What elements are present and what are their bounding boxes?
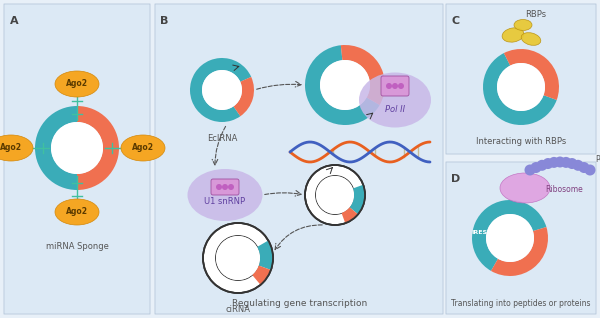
FancyBboxPatch shape <box>446 162 596 314</box>
Text: C: C <box>451 16 459 26</box>
Text: Peptide: Peptide <box>595 156 600 164</box>
Circle shape <box>398 83 404 89</box>
Circle shape <box>566 158 577 169</box>
Circle shape <box>316 176 354 214</box>
Text: miRNA Sponge: miRNA Sponge <box>46 242 109 251</box>
Text: A: A <box>10 16 19 26</box>
Ellipse shape <box>0 135 33 161</box>
Wedge shape <box>305 165 365 225</box>
Circle shape <box>572 160 583 171</box>
Text: D: D <box>451 174 460 184</box>
Ellipse shape <box>359 73 431 128</box>
Ellipse shape <box>521 33 541 45</box>
Text: Ago2: Ago2 <box>0 143 22 153</box>
Ellipse shape <box>187 169 263 221</box>
Circle shape <box>222 184 228 190</box>
Circle shape <box>497 63 545 111</box>
Wedge shape <box>190 58 251 122</box>
Wedge shape <box>472 200 547 271</box>
Text: Translating into peptides or proteins: Translating into peptides or proteins <box>451 299 591 308</box>
Wedge shape <box>504 49 559 100</box>
Wedge shape <box>491 227 548 276</box>
Wedge shape <box>483 53 557 125</box>
Ellipse shape <box>514 19 532 31</box>
Ellipse shape <box>121 135 165 161</box>
Circle shape <box>554 156 566 168</box>
Circle shape <box>578 162 589 173</box>
Ellipse shape <box>500 173 550 203</box>
Wedge shape <box>233 77 254 116</box>
Circle shape <box>386 83 392 89</box>
Wedge shape <box>350 185 365 214</box>
Circle shape <box>320 60 370 110</box>
Circle shape <box>486 214 534 262</box>
Text: Ago2: Ago2 <box>66 208 88 217</box>
Text: B: B <box>160 16 169 26</box>
Ellipse shape <box>55 71 99 97</box>
Text: Interacting with RBPs: Interacting with RBPs <box>476 137 566 146</box>
Ellipse shape <box>502 28 524 42</box>
Wedge shape <box>77 106 119 190</box>
Text: Ago2: Ago2 <box>132 143 154 153</box>
FancyBboxPatch shape <box>211 179 239 195</box>
Circle shape <box>536 160 548 171</box>
FancyBboxPatch shape <box>155 4 443 314</box>
Wedge shape <box>341 207 358 223</box>
FancyBboxPatch shape <box>381 76 409 96</box>
Text: Ribosome: Ribosome <box>545 185 583 195</box>
Wedge shape <box>257 240 273 270</box>
FancyBboxPatch shape <box>446 4 596 154</box>
Text: IRES: IRES <box>471 231 487 236</box>
Circle shape <box>548 157 560 168</box>
Wedge shape <box>203 223 273 293</box>
Text: U1 snRNP: U1 snRNP <box>205 197 245 205</box>
Wedge shape <box>35 106 77 190</box>
Circle shape <box>560 157 571 168</box>
Circle shape <box>228 184 234 190</box>
Circle shape <box>530 162 542 173</box>
Circle shape <box>51 122 103 174</box>
Text: RBPs: RBPs <box>526 10 547 19</box>
Text: Pol II: Pol II <box>385 106 405 114</box>
Text: EcIRNA: EcIRNA <box>207 134 237 143</box>
Text: Ago2: Ago2 <box>66 80 88 88</box>
Circle shape <box>202 70 242 110</box>
Circle shape <box>216 236 260 280</box>
Circle shape <box>316 176 354 214</box>
Circle shape <box>392 83 398 89</box>
Text: Regulating gene transcription: Regulating gene transcription <box>232 299 368 308</box>
Ellipse shape <box>55 199 99 225</box>
Circle shape <box>542 158 554 169</box>
Circle shape <box>216 184 222 190</box>
FancyBboxPatch shape <box>4 4 150 314</box>
Circle shape <box>584 164 595 176</box>
Wedge shape <box>252 266 271 285</box>
Circle shape <box>524 164 536 176</box>
Wedge shape <box>305 45 380 125</box>
Circle shape <box>216 236 260 280</box>
Text: ciRNA: ciRNA <box>226 305 251 314</box>
Wedge shape <box>341 45 385 105</box>
